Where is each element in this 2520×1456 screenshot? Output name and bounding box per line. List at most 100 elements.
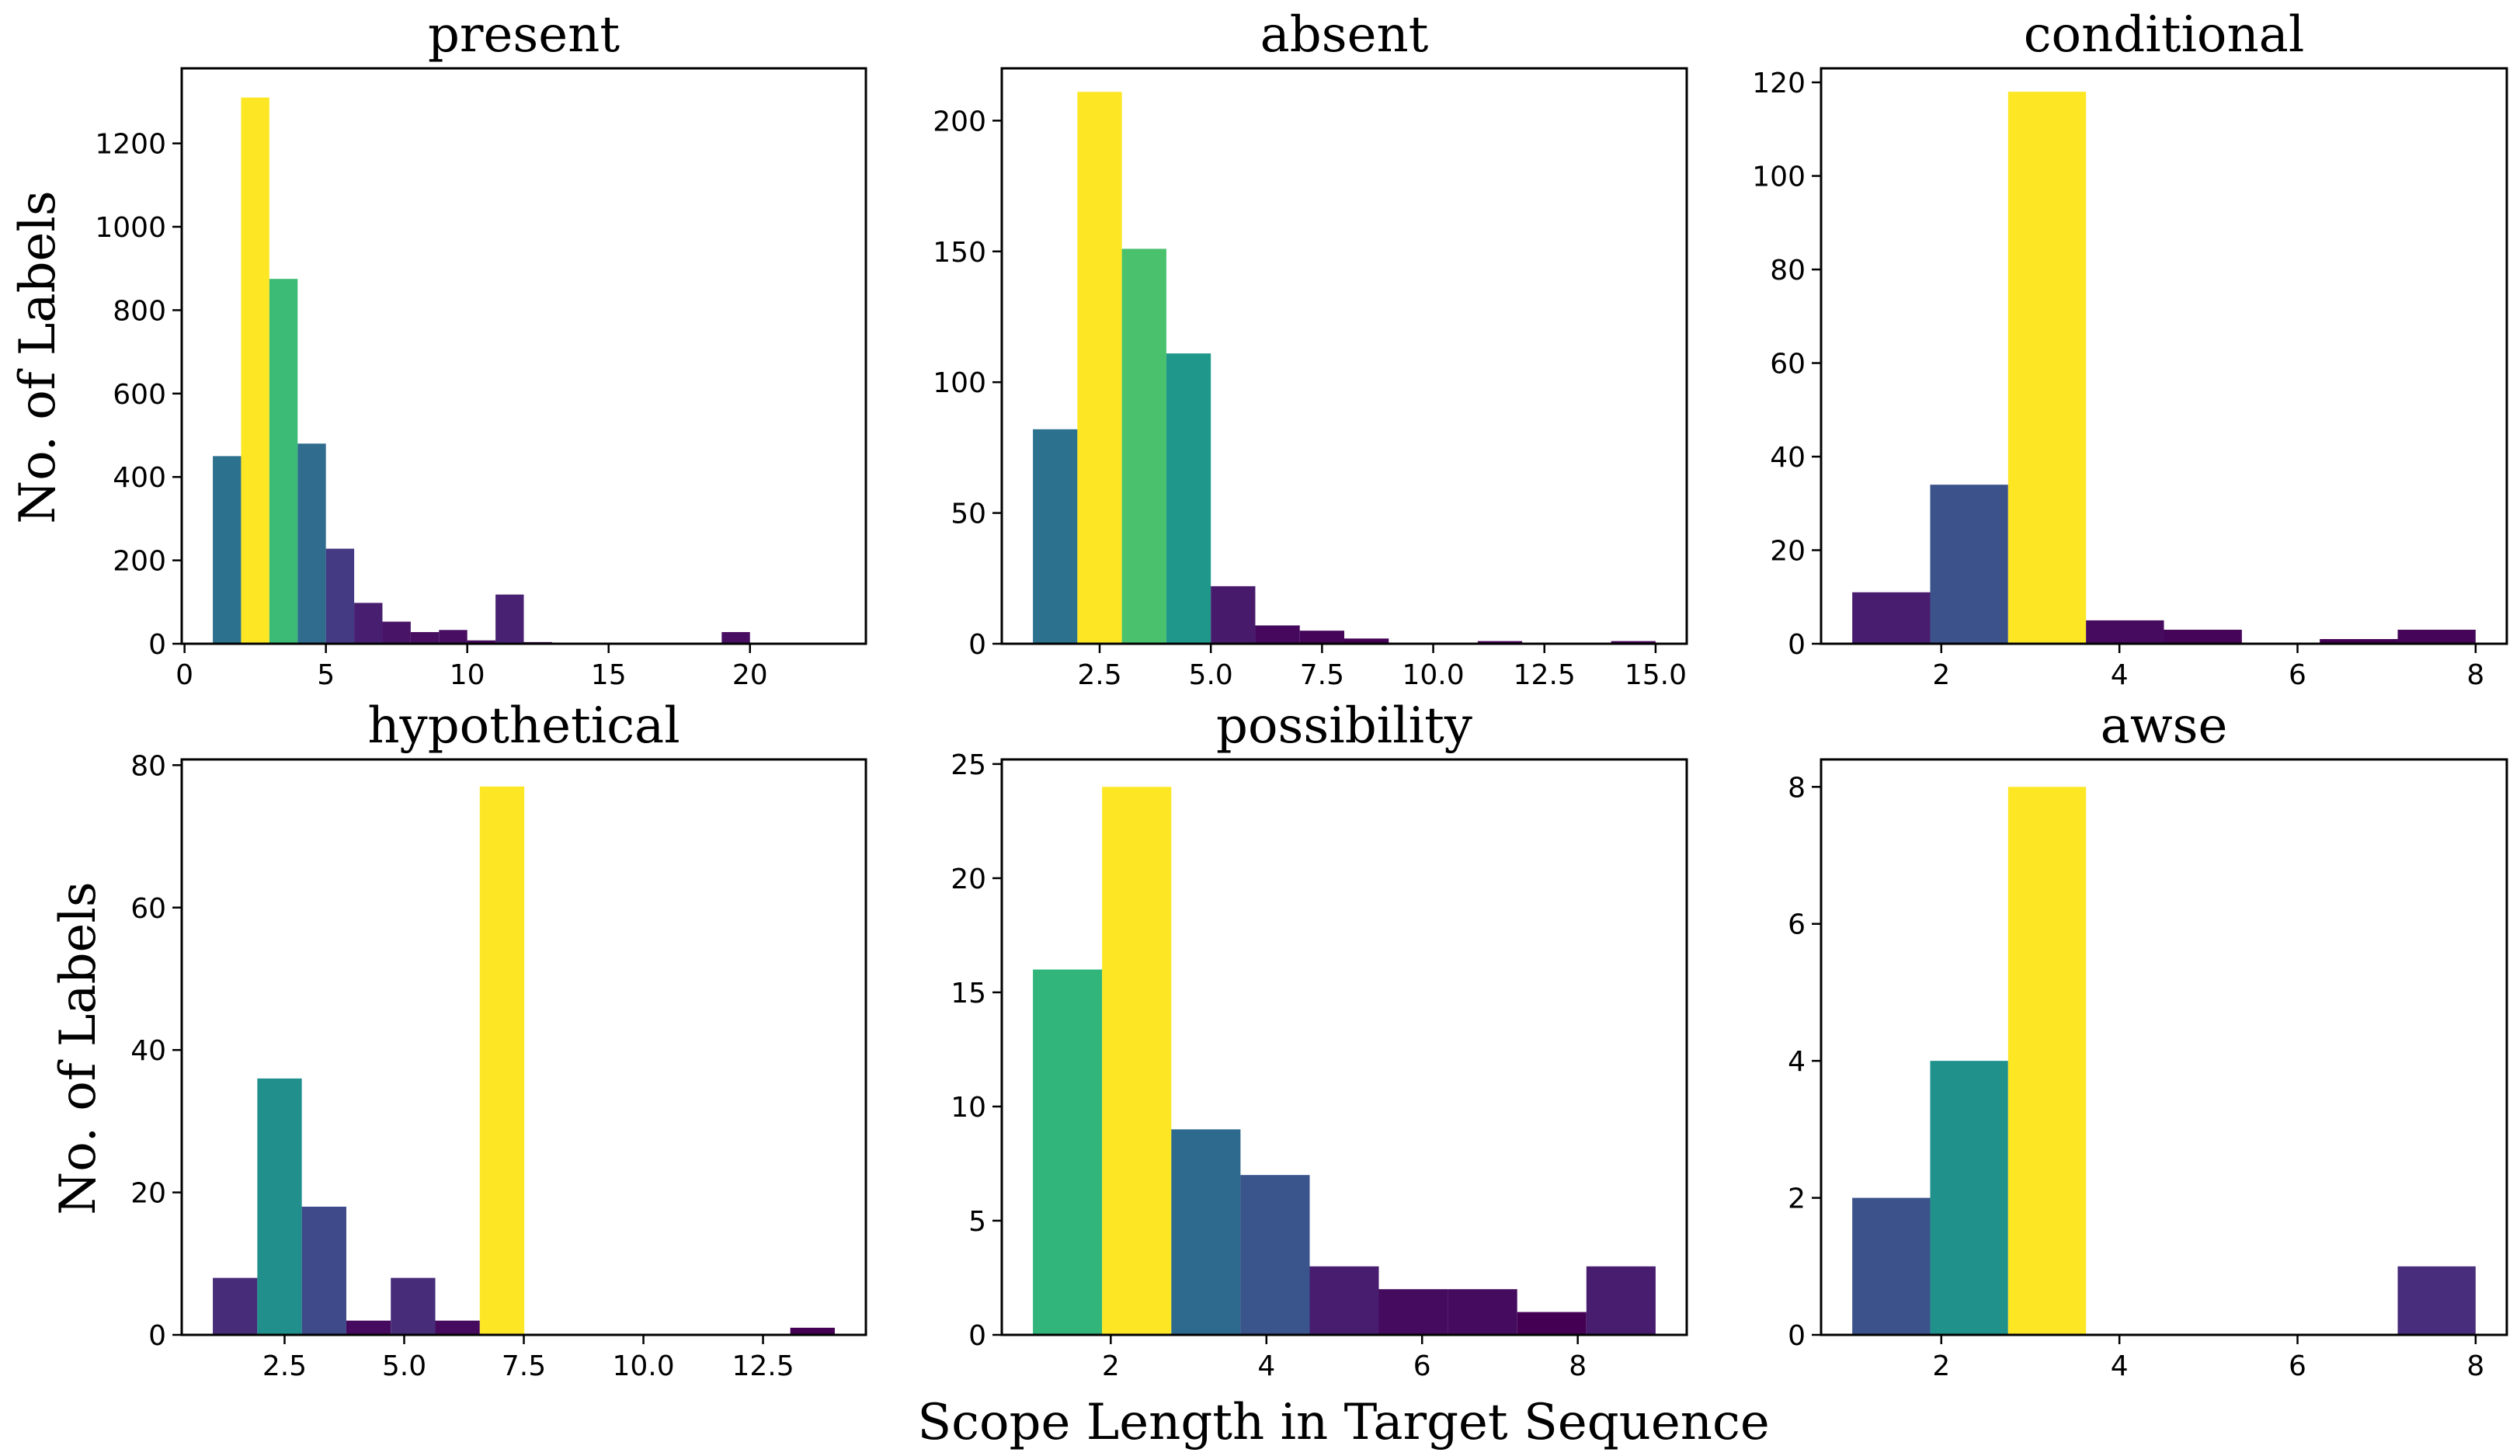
bar-possibility-3 — [1240, 1175, 1310, 1335]
bar-possibility-0 — [1033, 969, 1103, 1335]
bar-present-1 — [241, 97, 269, 645]
y-axis-label-top: No. of Labels — [9, 190, 67, 523]
bar-absent-0 — [1033, 429, 1078, 644]
x-tick-label: 5.0 — [382, 1350, 426, 1382]
bar-conditional-4 — [2164, 629, 2242, 644]
bar-present-12 — [721, 631, 750, 644]
bar-possibility-1 — [1102, 787, 1172, 1335]
x-tick-label: 2.5 — [1077, 659, 1121, 691]
y-tick-label: 100 — [1752, 162, 1806, 193]
bar-awse-3 — [2397, 1266, 2476, 1335]
chart-title-awse: awse — [2101, 697, 2228, 755]
bar-possibility-8 — [1586, 1266, 1656, 1335]
y-tick-label: 120 — [1752, 68, 1806, 99]
y-tick-label: 400 — [113, 462, 166, 494]
panel-hypothetical: hypothetical 2.5 5.0 7.5 10.0 12.5 0 20 40 60 80 — [130, 697, 867, 1382]
bar-awse-0 — [1852, 1197, 1931, 1335]
bar-present-10 — [495, 594, 524, 644]
bar-present-9 — [467, 640, 496, 644]
chart-title-conditional: conditional — [2024, 6, 2305, 64]
x-tick-label: 7.5 — [502, 1350, 546, 1382]
y-tick-label: 25 — [951, 749, 986, 781]
y-tick-label: 1200 — [95, 129, 166, 161]
panel-absent: absent 2.5 5.0 7.5 10.0 12.5 15.0 0 50 100 150 200 — [933, 6, 1688, 691]
bar-hypothetical-5 — [435, 1320, 480, 1335]
x-tick-label: 10.0 — [612, 1350, 674, 1382]
bar-hypothetical-7 — [790, 1327, 835, 1335]
bar-absent-7 — [1344, 638, 1389, 644]
bar-absent-3 — [1166, 353, 1211, 644]
bar-present-8 — [439, 630, 468, 644]
y-tick-label: 100 — [933, 367, 986, 399]
x-tick-label: 10 — [450, 659, 485, 691]
y-axis-label-bottom: No. of Labels — [50, 881, 107, 1214]
y-tick-label: 20 — [130, 1178, 166, 1210]
y-tick-label: 0 — [148, 1320, 166, 1352]
bar-conditional-1 — [1930, 485, 2008, 644]
y-tick-label: 4 — [1788, 1046, 1806, 1078]
x-tick-label: 8 — [1569, 1350, 1587, 1382]
y-tick-label: 0 — [1788, 629, 1806, 661]
y-tick-label: 8 — [1788, 772, 1806, 804]
bar-present-2 — [269, 279, 298, 644]
axes-frame-present — [180, 67, 867, 645]
bar-awse-2 — [2007, 787, 2087, 1335]
chart-title-present: present — [428, 6, 620, 64]
y-tick-label: 50 — [951, 499, 986, 530]
bar-conditional-2 — [2007, 92, 2087, 645]
y-tick-label: 0 — [968, 1320, 986, 1352]
bar-absent-5 — [1255, 625, 1300, 644]
bar-possibility-6 — [1448, 1289, 1517, 1335]
x-tick-label: 7.5 — [1300, 659, 1344, 691]
bar-absent-6 — [1299, 631, 1344, 644]
y-tick-label: 60 — [130, 893, 166, 925]
y-tick-label: 40 — [1770, 442, 1806, 474]
bar-absent-1 — [1077, 92, 1122, 644]
y-tick-label: 80 — [130, 750, 166, 782]
bar-present-4 — [325, 548, 355, 644]
bar-absent-9 — [1611, 641, 1656, 644]
panel-awse: awse 2 4 6 8 0 2 4 6 8 — [1788, 697, 2508, 1382]
y-tick-label: 200 — [113, 546, 166, 578]
y-tick-label: 40 — [130, 1035, 166, 1067]
bar-conditional-5 — [2320, 638, 2398, 644]
bar-possibility-4 — [1309, 1266, 1379, 1335]
chart-title-absent: absent — [1260, 6, 1429, 64]
bar-hypothetical-1 — [257, 1078, 302, 1335]
y-tick-label: 80 — [1770, 255, 1806, 287]
bar-absent-4 — [1211, 586, 1256, 644]
bar-conditional-3 — [2086, 620, 2164, 644]
y-tick-label: 2 — [1788, 1183, 1806, 1215]
x-tick-label: 2 — [1932, 1350, 1950, 1382]
x-tick-label: 8 — [2466, 659, 2484, 691]
x-tick-label: 0 — [176, 659, 193, 691]
y-tick-label: 150 — [933, 237, 986, 269]
x-tick-label: 4 — [2111, 659, 2129, 691]
x-tick-label: 15 — [591, 659, 627, 691]
x-tick-label: 15.0 — [1625, 659, 1687, 691]
bar-hypothetical-6 — [479, 786, 525, 1335]
axes-frame-awse — [1820, 758, 2508, 1336]
chart-title-possibility: possibility — [1216, 697, 1472, 755]
bar-possibility-7 — [1517, 1312, 1587, 1335]
y-tick-label: 15 — [951, 978, 986, 1009]
y-tick-label: 800 — [113, 295, 166, 327]
bar-absent-2 — [1121, 248, 1166, 644]
x-tick-label: 10.0 — [1402, 659, 1464, 691]
bar-present-6 — [382, 621, 411, 644]
y-tick-label: 1000 — [95, 212, 166, 244]
x-tick-label: 4 — [2111, 1350, 2129, 1382]
y-tick-label: 0 — [1788, 1320, 1806, 1352]
x-tick-label: 6 — [2289, 1350, 2306, 1382]
bar-present-3 — [297, 443, 326, 644]
bar-present-5 — [354, 603, 383, 644]
x-tick-label: 6 — [2289, 659, 2306, 691]
x-tick-label: 2 — [1932, 659, 1950, 691]
bar-present-0 — [213, 456, 242, 644]
y-tick-label: 20 — [951, 864, 986, 895]
bar-hypothetical-0 — [213, 1277, 258, 1335]
x-tick-label: 5.0 — [1189, 659, 1233, 691]
y-tick-label: 20 — [1770, 536, 1806, 568]
